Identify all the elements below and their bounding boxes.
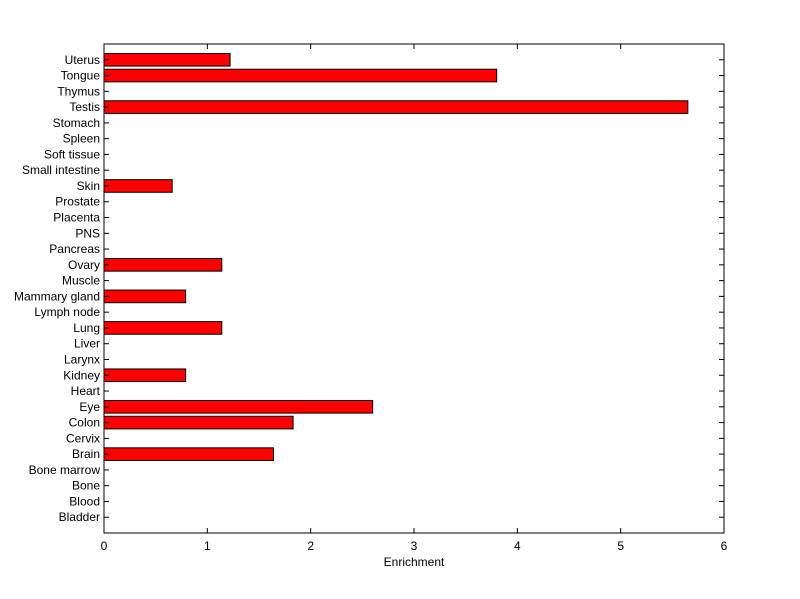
bar-colon xyxy=(103,415,294,430)
y-tick-label: PNS xyxy=(75,226,100,240)
y-tick-label: Liver xyxy=(74,337,100,351)
y-tick-label: Colon xyxy=(69,416,100,430)
y-tick-label: Placenta xyxy=(53,211,100,225)
y-tick-label: Thymus xyxy=(57,84,100,98)
x-tick-label: 6 xyxy=(721,539,728,553)
x-tick-label: 1 xyxy=(204,539,211,553)
y-tick-label: Heart xyxy=(71,384,101,398)
ticks-group xyxy=(103,44,725,533)
y-tick-label: Spleen xyxy=(63,132,100,146)
bars-group xyxy=(103,52,689,461)
x-tick-labels: 0 1 2 3 4 5 6 xyxy=(101,539,728,553)
y-tick-label: Blood xyxy=(69,494,100,508)
x-tick-label: 0 xyxy=(101,539,108,553)
bar-eye xyxy=(103,399,374,414)
y-tick-label: Soft tissue xyxy=(44,147,100,161)
y-tick-label: Larynx xyxy=(64,352,100,366)
y-tick-label: Mammary gland xyxy=(14,289,100,303)
x-tick-label: 5 xyxy=(617,539,624,553)
y-tick-label: Tongue xyxy=(61,69,101,83)
bar-testis xyxy=(103,100,689,114)
y-tick-label: Muscle xyxy=(62,274,100,288)
y-tick-label: Uterus xyxy=(65,53,100,67)
y-tick-label: Cervix xyxy=(66,431,100,445)
x-tick-label: 4 xyxy=(514,539,521,553)
x-axis-label: Enrichment xyxy=(384,555,445,569)
y-tick-label: Kidney xyxy=(63,368,100,382)
bar-mammary-gland xyxy=(103,289,187,304)
y-tick-label: Bone xyxy=(72,479,100,493)
y-tick-label: Small intestine xyxy=(22,163,100,177)
x-tick-label: 2 xyxy=(307,539,314,553)
y-tick-label: Bladder xyxy=(59,510,100,524)
y-tick-label: Lymph node xyxy=(34,305,100,319)
y-tick-label: Stomach xyxy=(53,116,100,130)
y-tick-label: Ovary xyxy=(68,258,100,272)
bar-brain xyxy=(103,447,274,461)
bar-uterus xyxy=(103,52,231,67)
bar-ovary xyxy=(103,258,223,272)
y-tick-label: Testis xyxy=(69,100,100,114)
bar-kidney xyxy=(103,368,187,383)
y-tick-label: Pancreas xyxy=(49,242,100,256)
x-tick-label: 3 xyxy=(411,539,418,553)
y-tick-label: Eye xyxy=(79,400,100,414)
y-tick-label: Lung xyxy=(73,321,100,335)
y-tick-label: Brain xyxy=(72,447,100,461)
y-tick-label: Prostate xyxy=(55,195,100,209)
y-tick-label: Skin xyxy=(77,179,100,193)
bar-skin xyxy=(103,179,173,193)
bar-lung xyxy=(103,321,223,335)
y-tick-label: Bone marrow xyxy=(29,463,101,477)
bar-tongue xyxy=(103,68,498,83)
